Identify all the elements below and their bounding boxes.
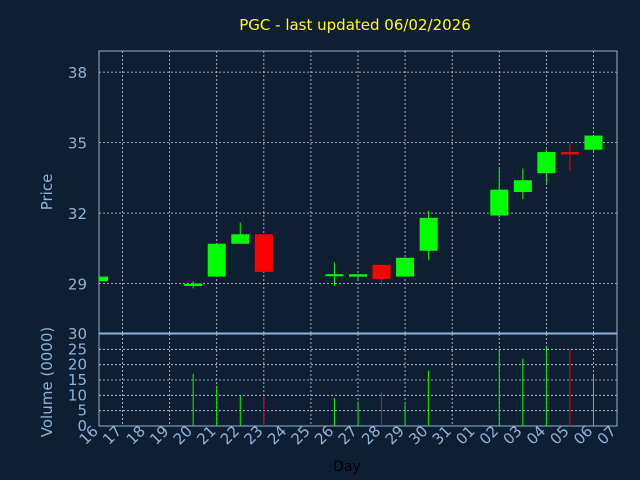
candle bbox=[184, 281, 203, 289]
volume-tick-label: 25 bbox=[68, 340, 87, 358]
price-axis-label: Price bbox=[38, 174, 56, 211]
candle-body bbox=[584, 135, 603, 150]
price-tick-label: 32 bbox=[68, 205, 87, 223]
candle-body bbox=[560, 152, 579, 155]
grid-layer bbox=[99, 51, 617, 426]
candle-body bbox=[99, 276, 108, 282]
ticks-layer: 2932353805101520253016171819202122232425… bbox=[68, 64, 620, 448]
candle-body bbox=[184, 283, 203, 286]
volume-axis-label: Volume (0000) bbox=[38, 327, 56, 437]
candle bbox=[396, 257, 415, 277]
candle bbox=[584, 135, 603, 153]
candle bbox=[207, 243, 226, 277]
volume-tick-label: 10 bbox=[68, 386, 87, 404]
candle bbox=[349, 274, 367, 279]
candle-body bbox=[419, 217, 438, 251]
volume-tick-label: 20 bbox=[68, 356, 87, 374]
price-panel-frame bbox=[98, 50, 618, 334]
candle bbox=[325, 262, 344, 286]
price-tick-label: 38 bbox=[68, 64, 87, 82]
candle bbox=[254, 234, 273, 272]
candle-body bbox=[396, 257, 415, 277]
volume-tick-label: 30 bbox=[68, 325, 87, 343]
candle bbox=[490, 168, 509, 218]
chart-title: PGC - last updated 06/02/2026 bbox=[239, 16, 471, 34]
candle-body bbox=[325, 274, 344, 277]
candle-body bbox=[231, 234, 250, 244]
x-axis-label: Day bbox=[333, 459, 361, 475]
volume-tick-label: 5 bbox=[77, 402, 87, 420]
candle-body bbox=[254, 234, 273, 272]
price-tick-label: 35 bbox=[68, 135, 87, 153]
candle bbox=[560, 142, 579, 171]
candle bbox=[372, 264, 391, 286]
candle bbox=[537, 149, 556, 183]
candle bbox=[98, 276, 108, 282]
volume-tick-label: 0 bbox=[77, 417, 87, 435]
candle-body bbox=[490, 189, 509, 216]
candle-body bbox=[349, 274, 367, 277]
candle bbox=[419, 210, 438, 261]
price-tick-label: 29 bbox=[68, 276, 87, 294]
candle-body bbox=[207, 243, 226, 277]
volume-tick-label: 15 bbox=[68, 371, 87, 389]
candle bbox=[513, 168, 532, 200]
candles-layer bbox=[98, 135, 603, 289]
volume-bars-layer bbox=[192, 346, 594, 426]
candle-body bbox=[537, 152, 556, 174]
candle-body bbox=[372, 264, 391, 279]
candle-body bbox=[513, 180, 532, 192]
candle bbox=[231, 222, 250, 244]
